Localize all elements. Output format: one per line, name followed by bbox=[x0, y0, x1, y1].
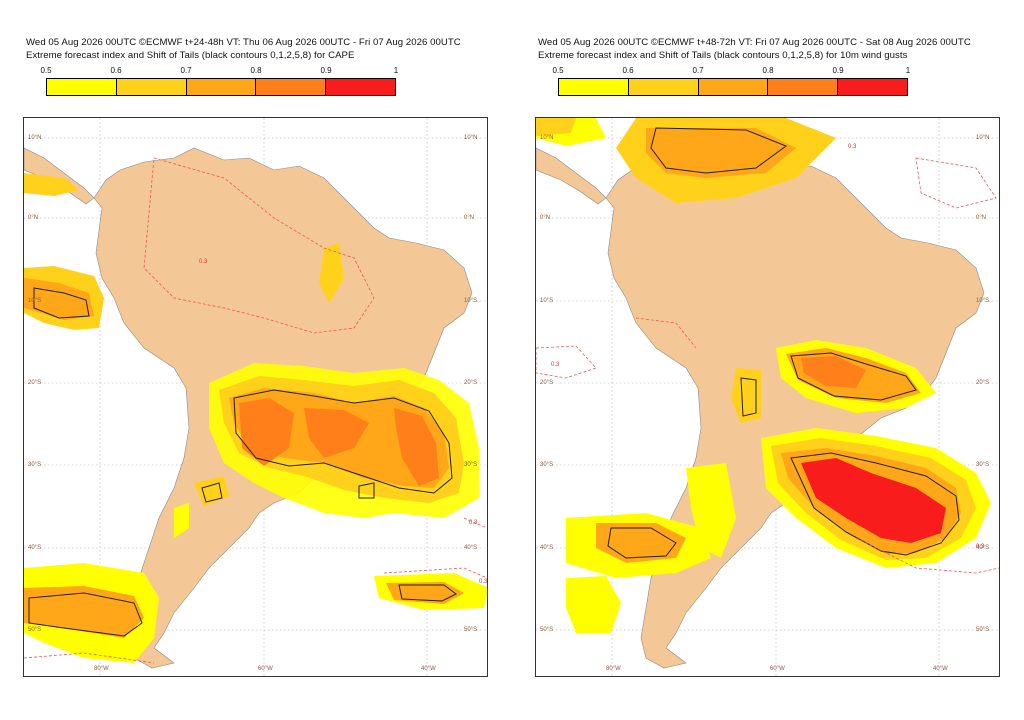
lat-label: 10°S bbox=[28, 298, 42, 304]
colorbar-bin bbox=[628, 79, 699, 95]
lat-label: 10°N bbox=[28, 135, 42, 141]
colorbar-bin bbox=[768, 79, 839, 95]
lat-label: 50°S bbox=[540, 627, 554, 633]
colorbar-bin bbox=[116, 79, 187, 95]
lat-label-right: 40°S bbox=[976, 545, 990, 551]
lat-label-right: 20°S bbox=[464, 380, 478, 386]
lon-label-bottom: 60°W bbox=[258, 666, 273, 672]
lat-label-right: 30°S bbox=[464, 462, 478, 468]
colorbar-tick: 0.9 bbox=[832, 66, 844, 75]
colorbar-tick: 0.5 bbox=[40, 66, 52, 75]
lon-label-bottom: 60°W bbox=[770, 666, 785, 672]
colorbar-labels: 0.5 0.6 0.7 0.8 0.9 1 bbox=[552, 66, 922, 78]
central-america-landmass bbox=[536, 147, 607, 205]
colorbar-bin bbox=[186, 79, 257, 95]
contour-labels: 0.3 0.3 0.3 bbox=[199, 259, 487, 585]
lat-label-right: 20°S bbox=[976, 380, 990, 386]
shift-of-tails-contours bbox=[28, 287, 457, 637]
colorbar-bin bbox=[326, 79, 395, 95]
colorbar-tick: 1 bbox=[905, 66, 911, 75]
panel-title-line1: Wed 05 Aug 2026 00UTC ©ECMWF t+24-48h VT… bbox=[26, 37, 461, 48]
colorbar-tick: 0.8 bbox=[762, 66, 774, 75]
lon-label-bottom: 80°W bbox=[606, 666, 621, 672]
colorbar-tick: 1 bbox=[393, 66, 399, 75]
lat-label: 20°S bbox=[28, 380, 42, 386]
contour-label: 0.3 bbox=[976, 544, 985, 550]
efi-shading bbox=[24, 173, 487, 663]
map-cape: 0.3 0.3 0.3 80°W 60°W 40°W 10°N 0°N 10°S… bbox=[23, 117, 488, 677]
lat-label-right: 50°S bbox=[464, 627, 478, 633]
colorbar-bin bbox=[838, 79, 907, 95]
lat-label-right: 50°S bbox=[976, 627, 990, 633]
colorbar-labels: 0.5 0.6 0.7 0.8 0.9 1 bbox=[40, 66, 410, 78]
lon-label-bottom: 40°W bbox=[933, 666, 948, 672]
dashed-contours bbox=[536, 157, 999, 574]
lat-label-right: 10°N bbox=[464, 135, 478, 141]
lat-label: 10°N bbox=[540, 135, 554, 141]
south-america-landmass bbox=[605, 147, 985, 669]
contour-label: 0.3 bbox=[551, 362, 560, 368]
lat-label: 30°S bbox=[540, 462, 554, 468]
lat-label: 10°S bbox=[540, 298, 554, 304]
colorbar-bin bbox=[559, 79, 629, 95]
lat-label-right: 0°N bbox=[464, 215, 475, 221]
colorbar-tick: 0.7 bbox=[180, 66, 192, 75]
colorbar-tick: 0.6 bbox=[110, 66, 122, 75]
colorbar-tick: 0.7 bbox=[692, 66, 704, 75]
colorbar bbox=[558, 78, 908, 96]
dashed-contours bbox=[24, 157, 487, 664]
colorbar-tick: 0.5 bbox=[552, 66, 564, 75]
lat-label: 0°N bbox=[540, 215, 551, 221]
lat-label-right: 10°S bbox=[464, 298, 478, 304]
contour-label: 0.3 bbox=[848, 144, 857, 150]
colorbar bbox=[46, 78, 396, 96]
lat-label: 30°S bbox=[28, 462, 42, 468]
panel-cape: Wed 05 Aug 2026 00UTC ©ECMWF t+24-48h VT… bbox=[23, 37, 488, 677]
contour-label: 0.3 bbox=[479, 579, 487, 585]
lat-label-right: 10°S bbox=[976, 298, 990, 304]
shift-of-tails-contours bbox=[607, 127, 960, 559]
lat-label: 20°S bbox=[540, 380, 554, 386]
lon-label-bottom: 40°W bbox=[421, 666, 436, 672]
panel-wind-gusts: Wed 05 Aug 2026 00UTC ©ECMWF t+48-72h VT… bbox=[512, 0, 1024, 720]
lat-label-right: 30°S bbox=[976, 462, 990, 468]
contour-label: 0.3 bbox=[469, 520, 478, 526]
lat-label: 0°N bbox=[28, 215, 39, 221]
lat-label: 50°S bbox=[28, 627, 42, 633]
colorbar-bin bbox=[256, 79, 327, 95]
lon-label-bottom: 80°W bbox=[94, 666, 109, 672]
map-wind-gusts: 0.3 0.3 0.3 80°W 60°W 40°W 10°N 0°N 10°S… bbox=[535, 117, 1000, 677]
lat-label: 40°S bbox=[28, 545, 42, 551]
panel-title-line2: Extreme forecast index and Shift of Tail… bbox=[538, 50, 908, 61]
contour-label: 0.3 bbox=[199, 259, 208, 265]
contour-labels: 0.3 0.3 0.3 bbox=[551, 144, 985, 550]
colorbar-tick: 0.9 bbox=[320, 66, 332, 75]
lat-label: 40°S bbox=[540, 545, 554, 551]
lat-label-right: 10°N bbox=[976, 135, 990, 141]
colorbar-tick: 0.6 bbox=[622, 66, 634, 75]
colorbar-bin bbox=[47, 79, 117, 95]
lat-label-right: 0°N bbox=[976, 215, 987, 221]
colorbar-bin bbox=[698, 79, 769, 95]
panel-title-line1: Wed 05 Aug 2026 00UTC ©ECMWF t+48-72h VT… bbox=[538, 37, 971, 48]
lat-label-right: 40°S bbox=[464, 545, 478, 551]
panel-title-line2: Extreme forecast index and Shift of Tail… bbox=[26, 50, 355, 61]
colorbar-tick: 0.8 bbox=[250, 66, 262, 75]
